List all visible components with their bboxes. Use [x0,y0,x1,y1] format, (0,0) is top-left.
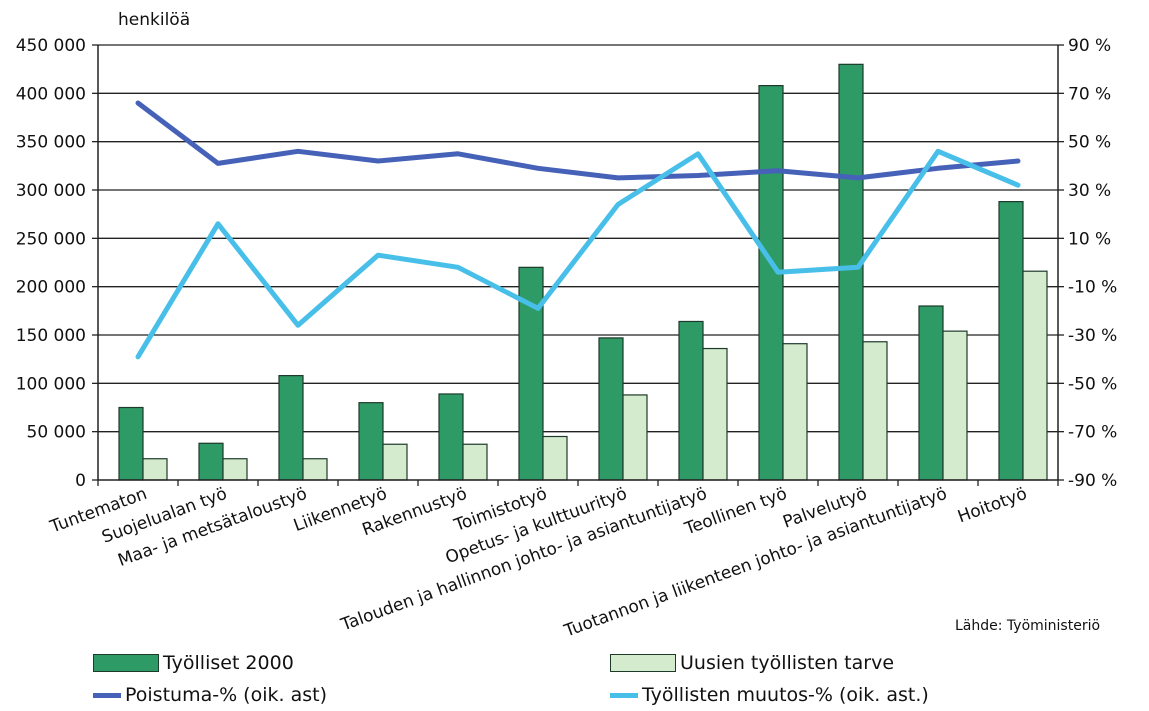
y2-tick-label: -30 % [1068,326,1117,346]
bar-uusien [222,458,248,481]
bar-tyolliset [438,393,464,481]
bar-tyolliset [278,375,304,481]
y-tick-label: 400 000 [16,84,86,104]
bar-tyolliset [998,201,1024,481]
bar-uusien [542,435,568,481]
bar-uusien [302,458,328,481]
left-axis-ticks: 0 50 000 100 000 150 000 200 000 250 000 300 0… [16,36,86,491]
bar-group [118,63,1048,481]
bar-tyolliset [358,402,384,481]
legend-item-poistuma: Poistuma-% (oik. ast) [93,684,327,706]
y-tick-label: 200 000 [16,278,86,298]
y2-tick-label: 50 % [1068,133,1111,153]
legend-label-uusien: Uusien työllisten tarve [680,652,895,674]
axes [92,44,1064,486]
legend-item-uusien: Uusien työllisten tarve [610,652,894,674]
line-tyollisten-muutos [135,148,1021,360]
bar-uusien [622,394,648,481]
line-poistuma [135,100,1021,181]
legend-label-muutos: Työllisten muutos-% (oik. ast.) [642,684,929,706]
y2-tick-label: 30 % [1068,181,1111,201]
bar-uusien [142,458,168,481]
y-tick-label: 50 000 [27,423,86,443]
bar-tyolliset [918,305,944,481]
right-axis-ticks: -90 % -70 % -50 % -30 % -10 % 10 % 30 % 50 % 70 … [1068,36,1117,491]
bar-tyolliset [598,337,624,481]
bar-tyolliset [678,320,704,481]
y2-tick-label: -90 % [1068,471,1117,491]
legend-swatch-muutos [610,692,638,698]
y2-tick-label: 70 % [1068,84,1111,104]
y-tick-label: 150 000 [16,326,86,346]
bar-uusien [702,347,728,481]
bar-uusien [1022,270,1048,481]
y2-tick-label: 90 % [1068,36,1111,56]
y-axis-unit-label: henkilöä [118,10,190,30]
y2-tick-label: -50 % [1068,374,1117,394]
gridlines [98,44,1058,433]
bar-uusien [382,443,408,481]
legend-label-poistuma: Poistuma-% (oik. ast) [125,684,327,706]
y-tick-label: 300 000 [16,181,86,201]
bar-tyolliset [198,442,224,481]
y-tick-label: 0 [75,471,86,491]
y2-tick-label: -10 % [1068,278,1117,298]
y-tick-label: 250 000 [16,229,86,249]
bar-tyolliset [118,406,144,481]
y2-tick-label: 10 % [1068,229,1111,249]
y2-tick-label: -70 % [1068,423,1117,443]
legend-swatch-tyolliset [93,654,159,672]
bar-uusien [462,443,488,481]
bar-uusien [862,341,888,481]
x-category-label: Hoitotyö [955,484,1030,527]
bar-tyolliset [758,84,784,481]
legend-item-tyolliset: Työlliset 2000 [93,652,294,674]
bar-uusien [942,330,968,481]
y-tick-label: 350 000 [16,133,86,153]
bar-uusien [782,343,808,481]
bar-tyolliset [838,63,864,481]
y-tick-label: 100 000 [16,374,86,394]
legend-swatch-uusien [610,654,676,672]
legend-label-tyolliset: Työlliset 2000 [163,652,294,674]
source-note: Lähde: Työministeriö [955,618,1100,634]
line-group [135,100,1021,360]
y-tick-label: 450 000 [16,36,86,56]
legend-item-muutos: Työllisten muutos-% (oik. ast.) [610,684,929,706]
legend-swatch-poistuma [93,692,121,698]
